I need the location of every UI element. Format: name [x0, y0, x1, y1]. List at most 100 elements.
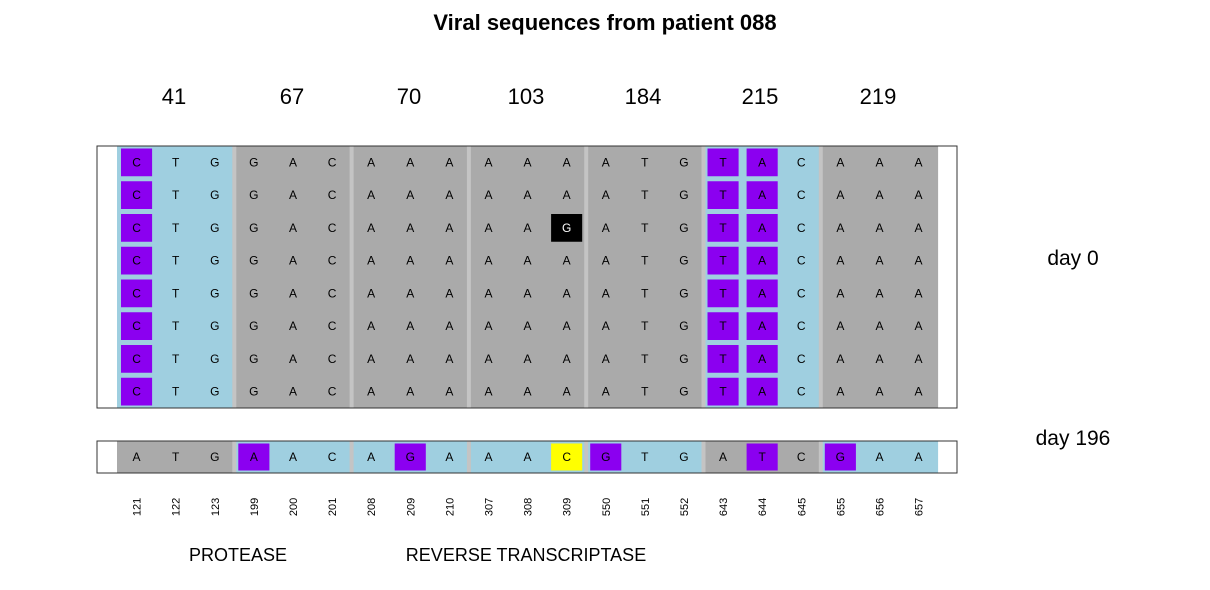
- position-label: 208: [366, 498, 378, 516]
- base-cell: T: [172, 221, 180, 235]
- highlight-cell: [121, 377, 153, 406]
- position-label: 655: [835, 498, 847, 516]
- base-cell: C: [132, 188, 141, 202]
- base-cell: A: [875, 155, 883, 169]
- base-cell: G: [210, 385, 219, 399]
- base-cell: C: [132, 155, 141, 169]
- highlight-cell: [824, 443, 856, 471]
- codon-block-1: [234, 146, 352, 408]
- base-cell: T: [719, 385, 727, 399]
- base-cell: G: [210, 221, 219, 235]
- base-cell: C: [132, 254, 141, 268]
- base-cell: A: [602, 188, 610, 202]
- base-cell: T: [172, 254, 180, 268]
- base-cell: T: [719, 286, 727, 300]
- base-cell: A: [289, 352, 297, 366]
- highlight-cell: [121, 312, 153, 340]
- base-cell: A: [367, 319, 375, 333]
- group-0: C T G G A C A A A A A A A T G T A C A A A C T G G A C A A A A A A A T G T A C A…: [96, 145, 958, 409]
- codon-block-0: [117, 441, 235, 473]
- base-cell: A: [484, 286, 492, 300]
- codon-label-6: 219: [859, 84, 897, 109]
- base-cell: G: [249, 319, 258, 333]
- base-cell: T: [641, 286, 649, 300]
- base-cell: A: [563, 188, 571, 202]
- base-cell: A: [915, 188, 923, 202]
- base-cell: T: [719, 155, 727, 169]
- base-cell: G: [679, 385, 688, 399]
- base-cell: T: [641, 254, 649, 268]
- position-label: 643: [718, 498, 730, 516]
- base-cell: A: [445, 319, 453, 333]
- base-cell: A: [367, 188, 375, 202]
- base-cell: T: [172, 385, 180, 399]
- codon-label-0: 41: [161, 84, 187, 109]
- base-cell: A: [524, 188, 532, 202]
- position-label: 200: [288, 498, 300, 516]
- base-cell: A: [915, 450, 923, 464]
- codon-separator: [466, 146, 471, 408]
- base-cell: A: [524, 352, 532, 366]
- base-cell: A: [915, 319, 923, 333]
- base-cell: C: [132, 286, 141, 300]
- base-cell: G: [836, 450, 845, 464]
- highlight-cell: [394, 443, 426, 471]
- base-cell: G: [249, 352, 258, 366]
- base-cell: A: [758, 352, 766, 366]
- codon-label-1: 67: [279, 84, 305, 109]
- base-cell: A: [563, 319, 571, 333]
- base-cell: C: [797, 188, 806, 202]
- codon-block-3: [468, 146, 587, 408]
- base-cell: G: [210, 450, 219, 464]
- base-cell: A: [367, 385, 375, 399]
- base-cell: G: [210, 286, 219, 300]
- base-cell: A: [836, 188, 844, 202]
- base-cell: A: [367, 254, 375, 268]
- base-cell: T: [172, 286, 180, 300]
- position-label: 209: [405, 498, 417, 516]
- base-cell: C: [132, 385, 141, 399]
- base-cell: A: [758, 254, 766, 268]
- base-cell: A: [445, 254, 453, 268]
- base-cell: A: [367, 221, 375, 235]
- highlight-cell: [551, 214, 583, 242]
- base-cell: A: [367, 450, 375, 464]
- position-label: 121: [132, 498, 144, 516]
- base-cell: A: [836, 385, 844, 399]
- highlight-cell: [707, 279, 739, 308]
- base-cell: A: [602, 352, 610, 366]
- base-cell: A: [289, 221, 297, 235]
- base-cell: A: [875, 319, 883, 333]
- region-label-protease: PROTEASE: [188, 545, 288, 565]
- codon-separator: [701, 441, 706, 473]
- highlight-cell: [746, 279, 778, 308]
- base-cell: A: [602, 385, 610, 399]
- position-label: 551: [640, 498, 652, 516]
- base-cell: A: [836, 254, 844, 268]
- base-cell: G: [679, 155, 688, 169]
- base-cell: T: [641, 450, 649, 464]
- base-cell: A: [836, 286, 844, 300]
- position-label: 657: [914, 498, 926, 516]
- highlight-cell: [707, 214, 739, 242]
- base-cell: A: [836, 221, 844, 235]
- base-cell: A: [563, 385, 571, 399]
- base-cell: A: [524, 254, 532, 268]
- codon-block-6: [820, 146, 939, 408]
- base-cell: G: [679, 319, 688, 333]
- base-cell: A: [250, 450, 258, 464]
- base-cell: A: [406, 319, 414, 333]
- base-cell: C: [797, 352, 806, 366]
- base-cell: T: [719, 254, 727, 268]
- base-cell: A: [875, 188, 883, 202]
- position-label: 123: [210, 498, 222, 516]
- base-cell: A: [289, 188, 297, 202]
- base-cell: A: [367, 352, 375, 366]
- base-cell: A: [289, 254, 297, 268]
- highlight-cell: [707, 148, 739, 177]
- base-cell: A: [915, 352, 923, 366]
- base-cell: A: [367, 286, 375, 300]
- base-cell: T: [641, 155, 649, 169]
- base-cell: A: [836, 155, 844, 169]
- base-cell: T: [641, 319, 649, 333]
